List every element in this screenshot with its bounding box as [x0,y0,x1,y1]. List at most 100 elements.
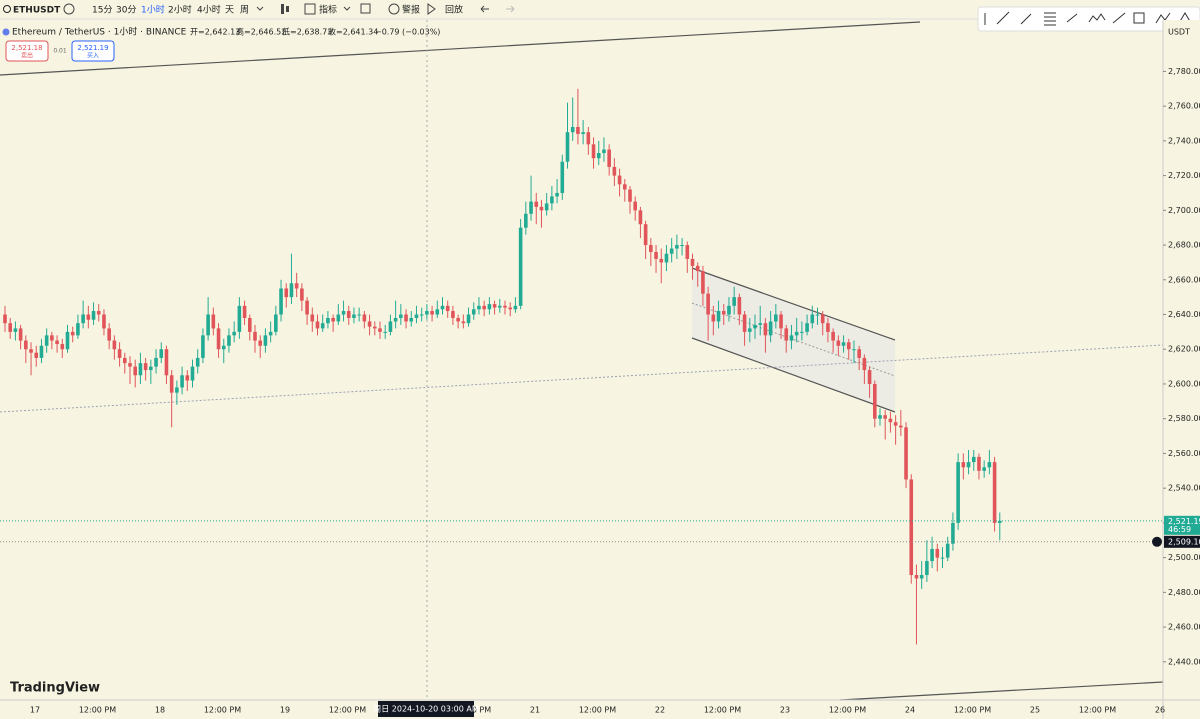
x-tick-label: 18 [155,706,165,715]
candle-body [263,335,268,346]
candle-body [721,311,726,315]
spread: 0.01 [53,48,67,55]
candle-body [763,323,768,336]
dropdown[interactable] [343,6,351,11]
candle-body [362,314,367,322]
candle-body [690,258,695,266]
buy-price[interactable]: 2,521.19 [77,44,108,52]
candle-body [326,317,330,324]
candle-body [987,462,992,468]
candle-body [102,314,106,329]
candle-body [951,522,955,544]
candle-body [300,288,304,301]
chart-type-icon[interactable] [281,4,284,14]
alert-icon[interactable] [388,3,400,15]
candle-body [800,331,804,333]
candle-body [945,543,950,558]
candle-body [8,323,13,332]
alert[interactable]: 警报 [402,4,420,16]
candle-body [956,462,960,523]
candle-body [888,418,893,423]
symbol[interactable]: ETHUSDT [13,6,61,16]
interval[interactable]: 15分 [92,5,112,16]
candle-body [305,300,309,315]
candle-body [487,304,492,310]
candle-body [565,132,570,162]
trend-line [839,681,1164,701]
buy-button[interactable] [71,40,115,62]
chart-type-icon[interactable] [286,6,289,12]
dropdown[interactable] [256,6,264,11]
y-tick-label: 2,760.00 [1168,102,1200,111]
candle-body [633,201,638,211]
candle-body [612,166,617,176]
candle-body [440,305,445,310]
candle-body [680,245,684,247]
candle-body [518,227,523,306]
add-symbol[interactable] [63,3,75,15]
x-tick-label: 12:00 PM [204,706,241,715]
candle-body [289,283,294,298]
replay-icon[interactable] [427,3,436,15]
sell-price[interactable]: 2,521.18 [11,44,42,52]
interval[interactable]: 天 [225,6,234,16]
sell-label[interactable]: 卖出 [21,52,33,60]
candle-body [451,311,455,318]
candle-body [701,271,705,294]
interval[interactable]: 1小时 [141,4,165,16]
redo[interactable] [506,5,515,13]
candle-body [560,161,565,193]
replay[interactable]: 回放 [445,4,463,16]
x-tick-label: 24 [905,706,915,715]
candle-body [685,245,690,259]
candle-body [180,375,184,388]
candle-body [50,335,54,341]
candle-body [893,422,898,426]
candle-body [341,311,346,315]
y-tick-label: 2,640.00 [1168,310,1200,319]
y-tick-label: 2,720.00 [1168,171,1200,180]
candle-body [607,149,611,167]
indicator-icon[interactable] [304,3,316,15]
interval[interactable]: 30分 [116,5,136,16]
candle-body [39,345,44,358]
candle-body [107,328,111,341]
candle-body [456,317,460,322]
candle-body [169,375,174,393]
sell-button[interactable] [5,40,49,62]
search-icon[interactable] [3,5,11,13]
y-tick-label: 2,600.00 [1168,379,1200,388]
y-tick-label: 2,740.00 [1168,136,1200,145]
candle-body [503,305,507,308]
candle-body [878,415,882,419]
candle-body [388,321,393,332]
candle-body [638,210,643,225]
candle-body [826,323,830,332]
buy-label[interactable]: 买入 [87,52,99,60]
interval[interactable]: 周 [240,5,249,16]
candle-body [857,349,861,358]
candle-body [378,328,382,332]
candle-body [242,305,247,318]
candle-body [128,363,132,367]
indicators[interactable]: 指标 [319,4,337,16]
undo[interactable] [480,5,489,13]
interval[interactable]: 2小时 [168,4,192,16]
x-tick-label: 12:00 PM [329,706,366,715]
layout-icon[interactable] [360,3,371,14]
y-tick-label: 2,480.00 [1168,588,1200,597]
candle-body [925,561,929,575]
interval[interactable]: 4小时 [197,4,221,16]
candle-body [477,305,481,310]
candle-body [659,258,664,263]
candle-body [404,314,408,322]
y-tick-label: 2,680.00 [1168,241,1200,250]
candle-body [872,383,877,419]
candle-body [675,245,679,249]
candle-body [372,326,377,329]
candle-body [492,304,497,308]
candle-body [669,248,674,254]
x-tick-label: 12:00 PM [1079,706,1116,715]
